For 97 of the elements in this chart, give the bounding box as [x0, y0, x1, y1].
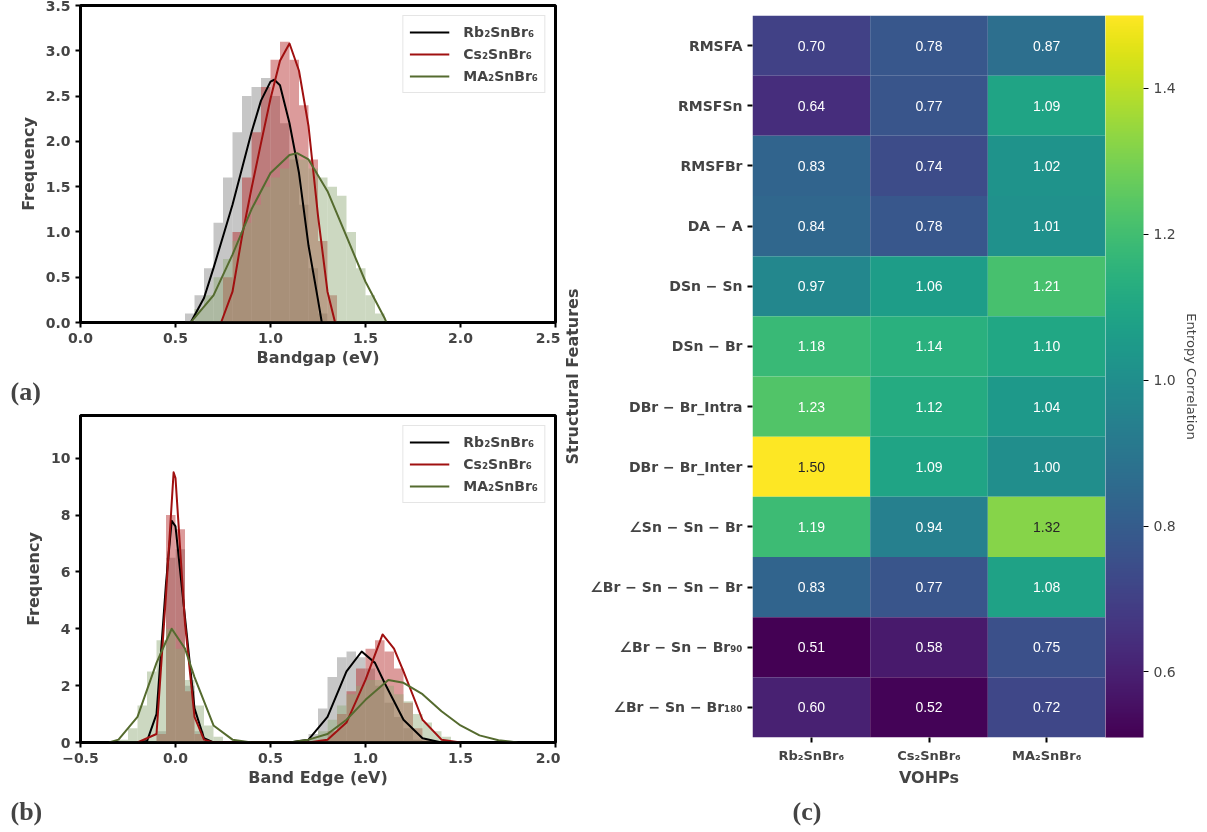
text: (a)	[10, 376, 41, 406]
data-label: 1.19	[797, 518, 826, 535]
x-tick-label: 1.5	[448, 749, 473, 766]
y-tick-label: ∠Br − Sn − Br₁₈₀	[613, 699, 743, 716]
color-bar-label: 1.0	[1153, 372, 1176, 389]
legend-label: MA₂SnBr₆	[463, 68, 538, 84]
x-tick-label: 2.5	[535, 329, 561, 346]
y-tick-label: RMSFBr	[680, 157, 743, 174]
data-label: 1.01	[1033, 218, 1061, 235]
x-axis-title: Bandgap (eV)	[256, 347, 380, 367]
y-tick-label: 2.0	[45, 133, 71, 150]
legend-label: Rb₂SnBr₆	[463, 24, 535, 40]
x-tick-label: Cs₂SnBr₆	[897, 747, 962, 763]
x-tick-label: MA₂SnBr₆	[1012, 747, 1082, 763]
y-tick-label: DBr − Br_Inter	[628, 458, 743, 476]
data-label: 1.14	[915, 338, 943, 355]
data-label: 1.06	[915, 278, 943, 295]
y-tick-label: ∠Br − Sn − Br₉₀	[619, 639, 743, 656]
y-tick-label: 0.0	[45, 314, 71, 331]
data-label: 0.58	[915, 639, 943, 656]
data-label: 0.83	[797, 579, 826, 596]
data-label: 0.78	[915, 218, 943, 235]
text: (b)	[10, 796, 43, 826]
y-tick-label: 1.5	[45, 178, 71, 195]
data-label: 1.12	[915, 398, 943, 415]
data-label: 0.97	[797, 278, 826, 295]
data-label: 0.94	[915, 518, 943, 535]
x-tick-label: 0.5	[258, 749, 283, 766]
x-tick-label: 2.0	[535, 749, 561, 766]
y-tick-label: 3.0	[45, 42, 71, 59]
y-tick-label: 2.5	[45, 88, 71, 105]
data-label: 1.00	[1033, 458, 1061, 475]
y-tick-label: 8	[60, 507, 71, 524]
y-tick-label: 0	[60, 734, 71, 751]
color-bar-label: 1.2	[1153, 226, 1176, 243]
data-label: 1.10	[1033, 338, 1061, 355]
y-axis-title: Structural Features	[563, 288, 583, 465]
x-axis-title: Band Edge (eV)	[248, 767, 388, 787]
data-label: 1.08	[1033, 579, 1061, 596]
data-label: 0.78	[915, 37, 943, 54]
data-label: 1.21	[1033, 278, 1061, 295]
x-tick-label: Rb₂SnBr₆	[778, 747, 845, 763]
legend-label: MA₂SnBr₆	[463, 478, 538, 494]
y-tick-label: DBr − Br_Intra	[629, 398, 743, 416]
data-label: 0.51	[797, 639, 826, 656]
data-label: 1.09	[1033, 97, 1061, 114]
y-tick-label: ∠Sn − Sn − Br	[629, 518, 743, 535]
data-label: 1.32	[1033, 518, 1061, 535]
data-label: 0.77	[915, 97, 943, 114]
data-label: 1.18	[797, 338, 826, 355]
data-label: 1.02	[1033, 157, 1061, 174]
x-tick-label: 1.5	[353, 329, 378, 346]
data-label: 0.87	[1033, 37, 1061, 54]
data-label: 0.52	[915, 699, 943, 716]
data-label: 0.64	[797, 97, 826, 114]
legend-label: Rb₂SnBr₆	[463, 434, 535, 450]
y-tick-label: ∠Br − Sn − Sn − Br	[590, 579, 743, 596]
y-tick-label: DSn − Br	[671, 338, 743, 355]
y-tick-label: RMSFA	[688, 37, 743, 54]
data-label: 0.60	[797, 699, 826, 716]
data-label: 1.04	[1033, 398, 1061, 415]
data-label: 0.74	[915, 157, 943, 174]
text: (c)	[792, 796, 822, 826]
data-label: 0.83	[797, 157, 826, 174]
y-tick-label: 2	[60, 677, 71, 694]
data-label: 1.50	[797, 458, 826, 475]
color-bar-title: Entropy Correlation	[1183, 313, 1199, 440]
x-tick-label: 1.0	[353, 749, 379, 766]
y-tick-label: DSn − Sn	[669, 278, 743, 295]
data-label: 0.70	[797, 37, 826, 54]
legend-label: Cs₂SnBr₆	[463, 46, 532, 62]
y-axis-title: Frequency	[18, 116, 38, 211]
color-bar-label: 0.6	[1153, 663, 1176, 680]
data-label: 0.72	[1033, 699, 1061, 716]
x-axis-title: VOHPs	[898, 767, 960, 787]
data-label: 1.23	[797, 398, 826, 415]
x-tick-label: 2.0	[448, 329, 474, 346]
y-tick-label: DA − A	[687, 218, 743, 235]
data-label: 1.09	[915, 458, 943, 475]
y-tick-label: 10	[51, 450, 71, 467]
x-tick-label: 0.5	[163, 329, 188, 346]
y-tick-label: 6	[60, 563, 71, 580]
y-tick-label: 3.5	[45, 0, 71, 14]
y-tick-label: 1.0	[45, 223, 71, 240]
x-tick-label: 1.0	[258, 329, 284, 346]
legend-label: Cs₂SnBr₆	[463, 456, 532, 472]
color-bar-label: 0.8	[1153, 518, 1176, 535]
color-bar-label: 1.4	[1153, 80, 1176, 97]
x-tick-label: 0.0	[163, 749, 189, 766]
y-axis-title: Frequency	[24, 531, 44, 626]
data-label: 0.77	[915, 579, 943, 596]
y-tick-label: 4	[60, 620, 71, 637]
x-tick-label: −0.5	[62, 749, 99, 766]
y-tick-label: 0.5	[45, 269, 71, 286]
y-tick-label: RMSFSn	[678, 97, 743, 114]
data-label: 0.84	[797, 218, 826, 235]
data-label: 0.75	[1033, 639, 1061, 656]
